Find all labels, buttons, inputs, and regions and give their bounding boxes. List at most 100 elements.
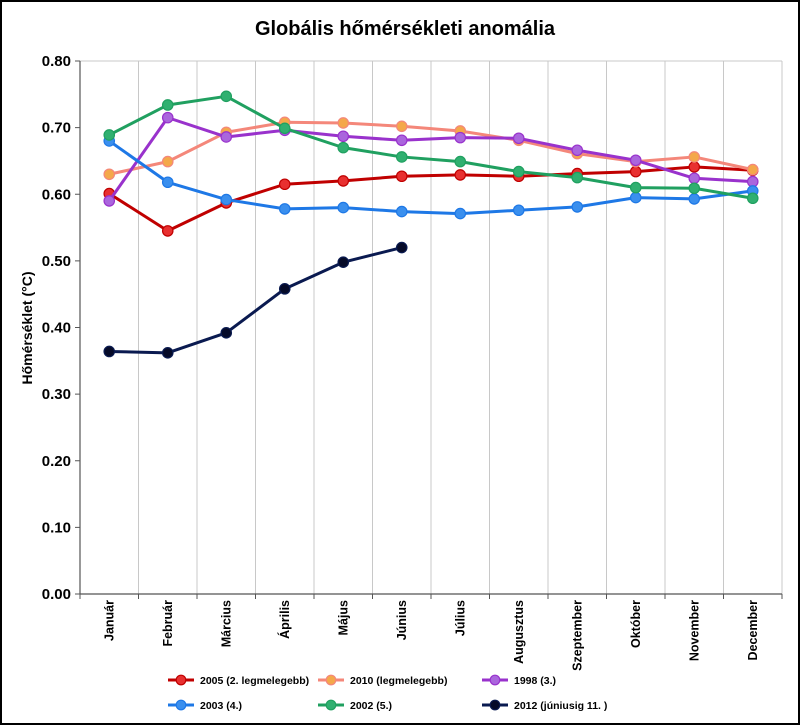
data-point (688, 172, 701, 185)
legend-label: 2010 (legmelegebb) (350, 675, 447, 687)
series-line (108, 116, 753, 202)
y-tick-label: 0.20 (42, 453, 71, 470)
data-point (688, 151, 701, 163)
data-point (220, 131, 233, 143)
data-point (103, 195, 116, 207)
data-point (688, 193, 701, 205)
data-point (337, 130, 350, 143)
x-tick-label: December (746, 600, 760, 661)
chart-title: Globális hőmérsékleti anomália (255, 18, 556, 40)
data-point (278, 178, 291, 191)
x-tick-label: Szeptember (570, 600, 584, 671)
data-point (454, 155, 467, 168)
legend-item: 2003 (4.) (168, 699, 242, 712)
data-point (337, 117, 350, 129)
data-point (395, 241, 408, 254)
legend-label: 1998 (3.) (514, 675, 556, 687)
data-point (103, 129, 116, 141)
y-axis-label: Hőmérséklet (°C) (19, 272, 35, 385)
data-point (220, 90, 233, 103)
data-point (454, 207, 467, 220)
series-4 (103, 90, 759, 205)
data-point (337, 201, 350, 214)
data-point (337, 175, 350, 187)
legend-label: 2005 (2. legmelegebb) (200, 675, 309, 687)
data-point (629, 165, 642, 178)
data-point (395, 120, 408, 133)
series-5 (103, 241, 408, 359)
data-point (688, 182, 701, 195)
x-tick-labels: Január Február Március Április Május Június Jú… (102, 600, 760, 671)
data-point (512, 204, 525, 217)
y-tick-label: 0.60 (42, 186, 71, 203)
data-point (161, 155, 174, 168)
legend-item: 2002 (5.) (318, 699, 392, 712)
data-point (746, 163, 759, 176)
legend-marker (325, 699, 337, 711)
data-point (161, 225, 174, 237)
legend-marker (175, 674, 187, 686)
data-point (454, 131, 467, 144)
y-tick-label: 0.50 (42, 253, 71, 270)
x-tick-label: Október (629, 600, 643, 648)
data-point (454, 169, 467, 181)
legend-marker (489, 699, 501, 711)
data-point (395, 205, 408, 218)
x-tick-label: Május (336, 600, 350, 635)
data-point (512, 165, 525, 178)
y-tick-labels: 0.00 0.10 0.20 0.30 0.40 0.50 0.60 0.70 0.80 (42, 53, 71, 603)
data-point (103, 168, 116, 181)
series-line (108, 139, 753, 216)
series-1 (103, 116, 759, 181)
x-tick-label: Augusztus (512, 600, 526, 664)
y-tick-label: 0.40 (42, 320, 71, 337)
data-point (571, 144, 584, 157)
y-tick-label: 0.80 (42, 53, 71, 70)
axes (75, 60, 783, 599)
data-point (337, 141, 350, 154)
y-tick-label: 0.10 (42, 519, 71, 536)
x-tick-label: Június (395, 600, 409, 640)
x-tick-label: November (687, 600, 701, 661)
data-point (278, 283, 291, 295)
legend-item: 1998 (3.) (482, 674, 556, 687)
x-tick-label: Július (453, 600, 467, 636)
series-layer (103, 90, 759, 359)
data-point (571, 171, 584, 184)
y-tick-label: 0.30 (42, 386, 71, 403)
x-tick-label: Április (277, 600, 292, 639)
data-point (395, 151, 408, 163)
data-point (629, 191, 642, 204)
data-point (103, 345, 116, 358)
series-line (108, 165, 753, 233)
legend-marker (325, 674, 337, 686)
legend-item: 2010 (legmelegebb) (318, 674, 447, 687)
data-point (278, 122, 291, 135)
data-point (395, 134, 408, 147)
data-point (395, 170, 408, 183)
gridlines (80, 60, 783, 594)
y-tick-label: 0.70 (42, 120, 71, 137)
data-point (629, 154, 642, 167)
data-point (161, 347, 174, 359)
series-line (108, 120, 754, 176)
legend-marker (489, 674, 501, 686)
data-point (161, 176, 174, 189)
data-point (337, 256, 350, 269)
data-point (278, 203, 291, 215)
series-2 (103, 111, 759, 207)
legend-label: 2003 (4.) (200, 700, 242, 712)
legend-label: 2002 (5.) (350, 700, 392, 712)
x-tick-label: Március (219, 600, 233, 647)
data-point (688, 161, 701, 173)
data-point (220, 327, 233, 339)
data-point (161, 99, 174, 111)
data-point (629, 181, 642, 194)
series-line (109, 246, 403, 355)
legend: 2005 (2. legmelegebb) 2010 (legmelegebb) 1… (168, 674, 607, 712)
legend-label: 2012 (júniusig 11. ) (514, 700, 607, 712)
legend-item: 2005 (2. legmelegebb) (168, 674, 309, 687)
legend-marker (175, 699, 187, 711)
data-point (161, 111, 174, 124)
